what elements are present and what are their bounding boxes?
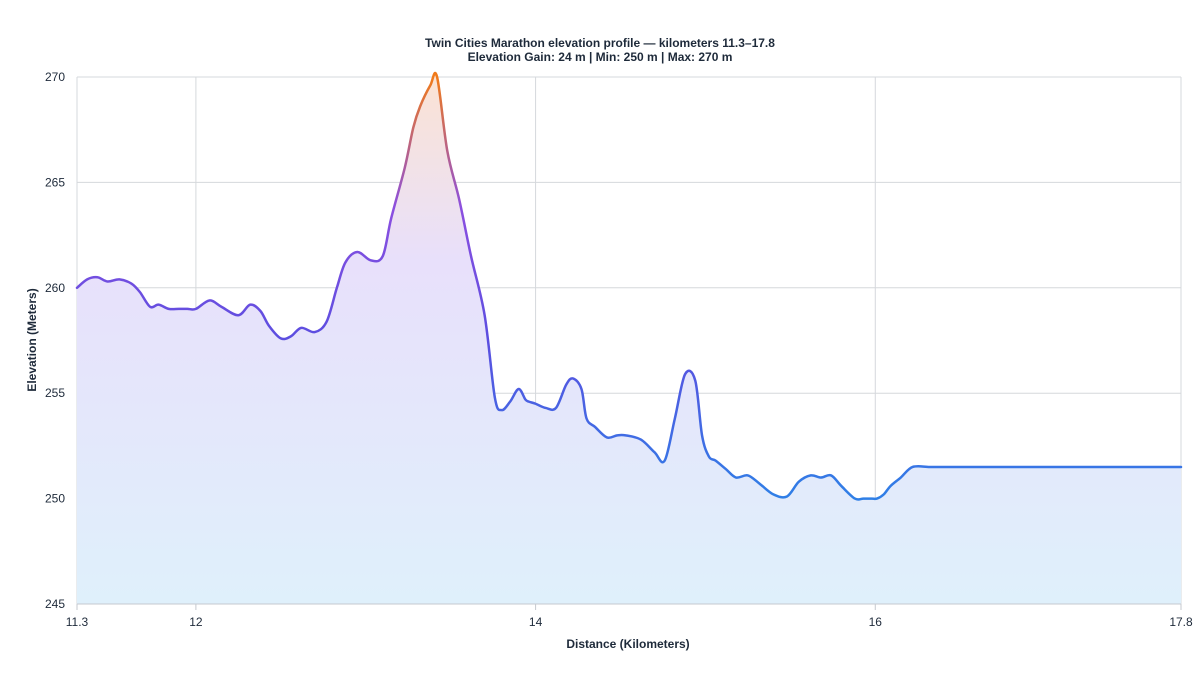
x-tick-label: 12 xyxy=(189,615,203,629)
x-tick-label: 11.3 xyxy=(66,615,89,629)
axes: 245 250 255 260 265 270 11.3 12 14 16 17.8 xyxy=(45,70,1193,629)
y-tick-label: 265 xyxy=(45,175,65,189)
x-tick-label: 17.8 xyxy=(1169,615,1193,629)
x-axis-title: Distance (Kilometers) xyxy=(566,637,689,651)
elevation-line xyxy=(75,71,1183,501)
chart-title: Twin Cities Marathon elevation profile —… xyxy=(425,36,775,50)
chart-title-block: Twin Cities Marathon elevation profile —… xyxy=(0,36,1200,64)
x-tick-label: 16 xyxy=(869,615,883,629)
y-tick-label: 250 xyxy=(45,492,65,506)
chart-subtitle: Elevation Gain: 24 m | Min: 250 m | Max:… xyxy=(467,50,733,64)
y-tick-label: 270 xyxy=(45,70,65,84)
y-tick-label: 245 xyxy=(45,597,65,611)
y-tick-label: 260 xyxy=(45,281,65,295)
y-axis-title: Elevation (Meters) xyxy=(25,288,39,391)
x-tick-label: 14 xyxy=(529,615,543,629)
elevation-area-fill xyxy=(77,73,1181,604)
y-tick-label: 255 xyxy=(45,386,65,400)
